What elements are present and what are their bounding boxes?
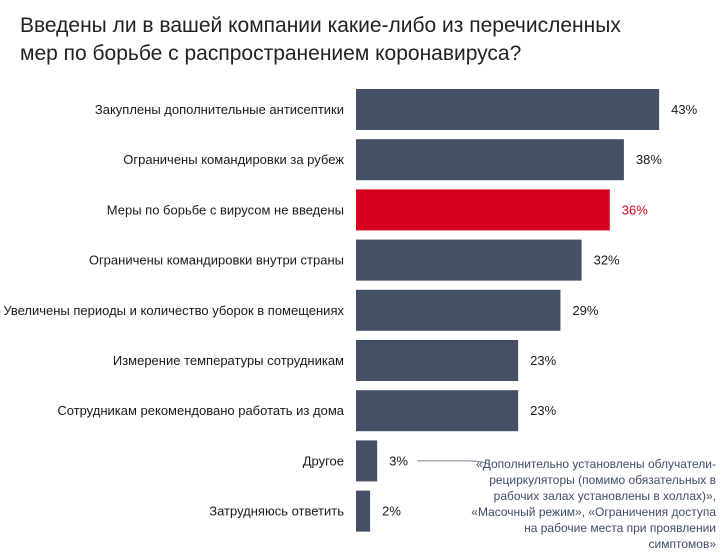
category-label: Меры по борьбе с вирусом не введены <box>107 202 344 217</box>
value-label: 43% <box>671 102 697 117</box>
bar-5 <box>356 289 561 331</box>
category-label: Затрудняюсь ответить <box>209 504 344 519</box>
bar-1 <box>356 89 660 130</box>
value-label: 29% <box>572 303 598 318</box>
value-label: 23% <box>530 353 556 368</box>
annotation-text: «Дополнительно установлены облучатели-ре… <box>471 457 716 551</box>
bar-4 <box>356 239 582 281</box>
value-label: 32% <box>594 253 620 268</box>
category-label: Ограничены командировки внутри страны <box>89 253 344 268</box>
bar-3 <box>356 189 610 231</box>
category-label: Ограничены командировки за рубеж <box>123 152 344 167</box>
bar-6 <box>356 340 519 381</box>
category-label: Закуплены дополнительные антисептики <box>95 102 344 117</box>
bar-2 <box>356 139 624 181</box>
value-label: 38% <box>636 152 662 167</box>
category-label: Сотрудникам рекомендовано работать из до… <box>57 403 344 418</box>
value-label: 23% <box>530 403 556 418</box>
bar-8 <box>356 440 378 482</box>
bar-9 <box>356 490 371 532</box>
value-label: 3% <box>389 453 408 468</box>
bar-7 <box>356 390 519 432</box>
category-label: Другое <box>303 453 344 468</box>
category-label: Увеличены периоды и количество уборок в … <box>3 303 344 318</box>
value-label: 2% <box>382 504 401 519</box>
category-label: Измерение температуры сотрудникам <box>113 353 344 368</box>
annotation-connector <box>417 460 491 466</box>
value-label: 36% <box>622 202 648 217</box>
chart-title: Введены ли в вашей компании какие-либо и… <box>20 14 621 65</box>
